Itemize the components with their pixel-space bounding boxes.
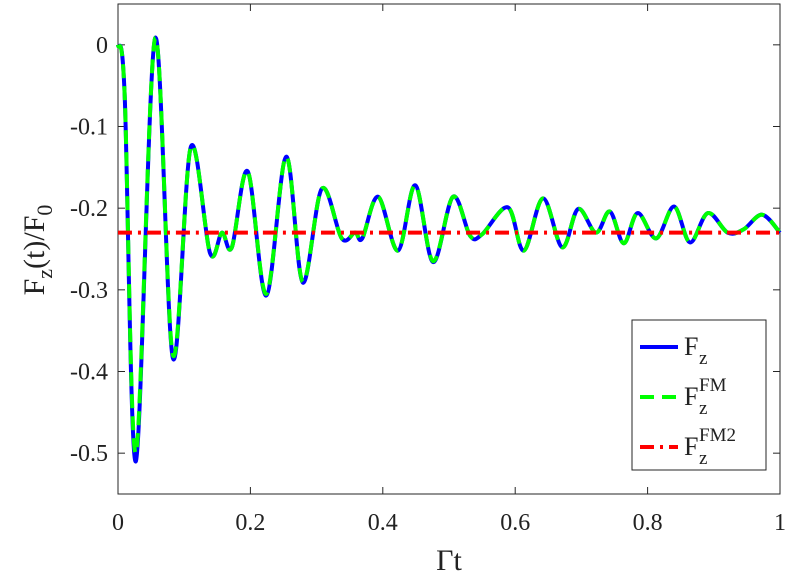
x-axis-label: Γt (436, 544, 462, 577)
legend-label-superscript: FM (699, 375, 727, 396)
legend-label: FFM2 z (684, 425, 736, 469)
legend-label-superscript: FM2 (699, 425, 736, 446)
y-axis-label-subscript: z (32, 269, 57, 279)
legend-label-main: F (684, 432, 698, 461)
x-tick-label: 0.2 (235, 510, 265, 536)
data-line (116, 36, 782, 456)
y-tick-label: -0.2 (70, 196, 108, 222)
legend-label: Fz (684, 332, 707, 369)
plot-area (117, 3, 781, 495)
legend-label-main: F (684, 332, 698, 361)
y-axis-label-subscript: 0 (32, 205, 57, 216)
x-tick-label: 0.6 (500, 510, 530, 536)
x-tick-label: 0 (112, 510, 124, 536)
x-tick-label: 0.4 (368, 510, 398, 536)
x-tick-label: 1 (774, 510, 786, 536)
legend-label: FFM z (684, 375, 727, 419)
y-tick-label: -0.4 (70, 360, 108, 386)
y-tick-label: -0.3 (70, 278, 108, 304)
y-axis-label-part: (t)/F (18, 216, 51, 269)
legend-label-subscript: z (699, 348, 707, 369)
x-tick-label: 0.8 (633, 510, 663, 536)
data-line (116, 36, 782, 464)
legend-label-subscript: z (699, 448, 707, 469)
y-axis-label: Fz(t)/F0 (18, 205, 57, 296)
y-tick-label: 0 (96, 33, 108, 59)
y-tick-label: -0.5 (70, 441, 108, 467)
legend-label-subscript: z (699, 398, 707, 419)
legend-label-main: F (684, 382, 698, 411)
y-axis-label-part: F (18, 279, 51, 296)
y-tick-label: -0.1 (70, 115, 108, 141)
